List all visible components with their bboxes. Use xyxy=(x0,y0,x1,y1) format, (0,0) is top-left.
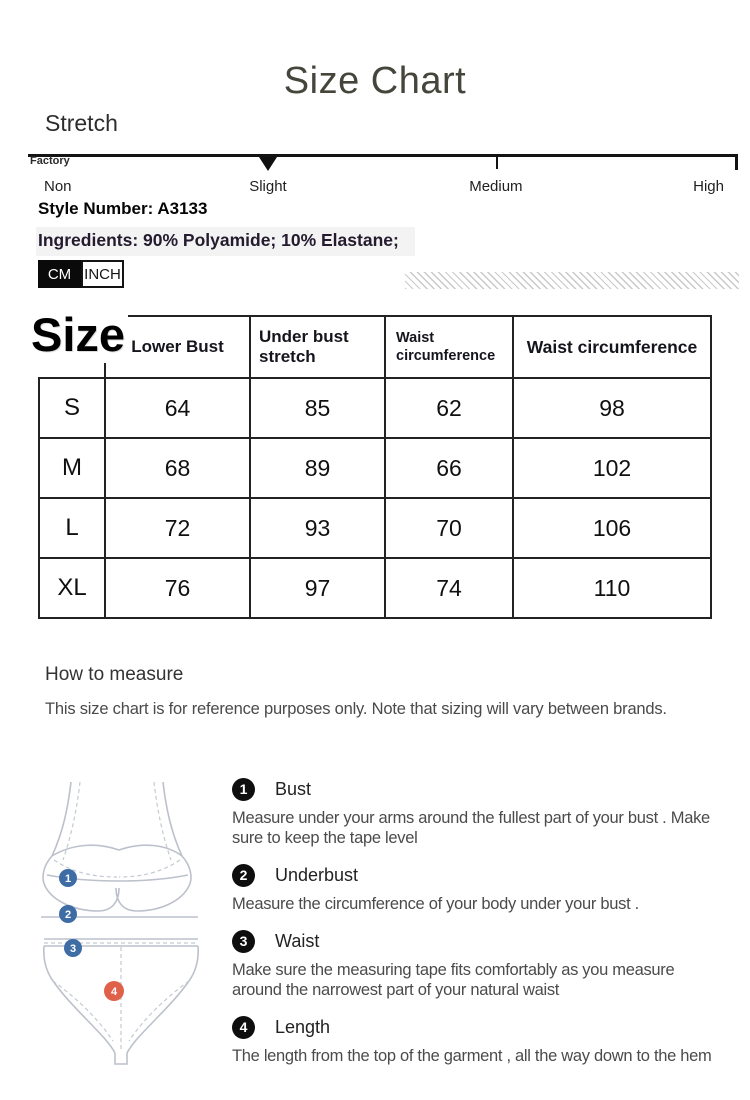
inch-button[interactable]: INCH xyxy=(81,260,124,288)
style-number: Style Number: A3133 xyxy=(38,199,208,218)
panties-illustration: 3 4 xyxy=(43,938,199,1065)
value-cell: 93 xyxy=(249,497,386,559)
bra-underbust-marker: 2 xyxy=(59,905,77,923)
svg-text:2: 2 xyxy=(65,909,71,921)
step-bust: 1 Bust Measure under your arms around th… xyxy=(232,776,744,848)
value-cell: 70 xyxy=(384,497,514,559)
how-to-measure-heading: How to measure xyxy=(45,664,184,685)
stretch-pointer-icon xyxy=(258,157,277,171)
svg-text:4: 4 xyxy=(111,986,118,998)
stretch-heading: Stretch xyxy=(45,110,118,136)
size-cell: L xyxy=(38,497,106,559)
cm-button[interactable]: CM xyxy=(38,260,81,288)
measurement-illustrations: 1 2 3 4 xyxy=(38,780,223,1085)
page-title: Size Chart xyxy=(283,60,467,102)
table-row-m: M 68 89 66 102 xyxy=(38,437,712,499)
step-description: Measure under your arms around the fulle… xyxy=(232,809,710,847)
factory-label: Factory xyxy=(30,155,70,167)
ingredients-text: Ingredients: 90% Polyamide; 10% Elastane… xyxy=(36,227,415,256)
step-description: Make sure the measuring tape fits comfor… xyxy=(232,961,675,999)
value-cell: 72 xyxy=(104,497,251,559)
size-cell: S xyxy=(38,377,106,439)
step-number-badge: 4 xyxy=(232,1015,255,1039)
stretch-level-slight: Slight xyxy=(249,178,287,195)
step-label: Length xyxy=(275,1016,331,1037)
unit-toggle: CM INCH xyxy=(38,260,124,288)
value-cell: 98 xyxy=(512,377,712,439)
stretch-scale-line xyxy=(28,154,738,157)
table-row-xl: XL 76 97 74 110 xyxy=(38,557,712,619)
stretch-tick-medium xyxy=(495,156,498,169)
step-number-badge: 3 xyxy=(232,929,255,953)
table-corner-cell: Size xyxy=(29,310,129,379)
bra-bust-marker: 1 xyxy=(59,869,77,887)
step-label: Waist xyxy=(275,930,320,951)
table-header-row: Size Lower Bust Under bust stretch Waist… xyxy=(29,310,712,379)
value-cell: 62 xyxy=(384,377,514,439)
stretch-level-non: Non xyxy=(44,178,72,195)
table-row-s: S 64 85 62 98 xyxy=(38,377,712,439)
step-label: Bust xyxy=(275,778,312,799)
svg-text:3: 3 xyxy=(70,943,76,955)
panties-waist-marker: 3 xyxy=(64,939,82,957)
value-cell: 102 xyxy=(512,437,712,499)
value-cell: 110 xyxy=(512,557,712,619)
reference-note: This size chart is for reference purpose… xyxy=(45,700,667,718)
value-cell: 106 xyxy=(512,497,712,559)
value-cell: 64 xyxy=(104,377,251,439)
step-description: The length from the top of the garment ,… xyxy=(232,1047,712,1065)
step-waist: 3 Waist Make sure the measuring tape fit… xyxy=(232,928,744,1000)
step-description: Measure the circumference of your body u… xyxy=(232,895,639,913)
column-header-waist-circumference: Waist circumference xyxy=(384,315,514,379)
svg-text:1: 1 xyxy=(65,873,71,885)
step-length: 4 Length The length from the top of the … xyxy=(232,1014,744,1066)
step-number-badge: 1 xyxy=(232,777,255,801)
size-table: Size Lower Bust Under bust stretch Waist… xyxy=(29,310,712,619)
value-cell: 89 xyxy=(249,437,386,499)
stretch-level-medium: Medium xyxy=(469,178,523,195)
value-cell: 66 xyxy=(384,437,514,499)
value-cell: 85 xyxy=(249,377,386,439)
table-row-l: L 72 93 70 106 xyxy=(38,497,712,559)
column-header-under-bust-stretch: Under bust stretch xyxy=(249,315,386,379)
stretch-scale: Factory Non Slight Medium High xyxy=(28,154,738,200)
step-label: Underbust xyxy=(275,864,359,885)
decorative-hatch-stripes xyxy=(405,272,739,289)
stretch-level-high: High xyxy=(693,178,724,195)
value-cell: 68 xyxy=(104,437,251,499)
size-cell: XL xyxy=(38,557,106,619)
panties-length-marker: 4 xyxy=(104,981,124,1001)
column-header-lower-bust: Lower Bust xyxy=(104,315,251,379)
bra-illustration: 1 2 xyxy=(41,781,198,923)
size-corner-label: Size xyxy=(29,310,129,364)
size-cell: M xyxy=(38,437,106,499)
column-header-waist-circumference-2: Waist circumference xyxy=(512,315,712,379)
value-cell: 97 xyxy=(249,557,386,619)
value-cell: 76 xyxy=(104,557,251,619)
step-underbust: 2 Underbust Measure the circumference of… xyxy=(232,862,744,914)
measure-steps: 1 Bust Measure under your arms around th… xyxy=(232,776,744,1080)
value-cell: 74 xyxy=(384,557,514,619)
stretch-tick-high xyxy=(735,156,738,170)
step-number-badge: 2 xyxy=(232,863,255,887)
